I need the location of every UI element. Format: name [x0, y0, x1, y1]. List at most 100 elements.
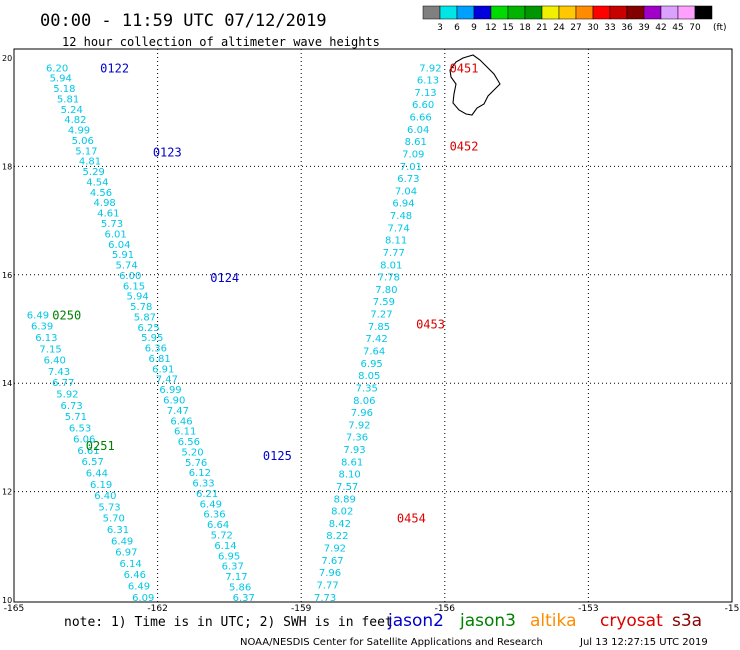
pass-number-label: 0251 — [86, 439, 115, 453]
wave-height-value: 7.80 — [375, 285, 397, 296]
wave-height-value: 7.96 — [351, 408, 373, 419]
color-scale-label: 24 — [553, 23, 565, 33]
pass-number-label: 0453 — [416, 318, 445, 332]
color-swatch — [473, 5, 492, 20]
plot-frame — [13, 48, 733, 603]
wave-height-value: 6.19 — [90, 480, 112, 491]
wave-height-value: 7.92 — [348, 420, 370, 431]
color-swatch — [524, 5, 543, 20]
wave-height-value: 7.15 — [39, 344, 61, 355]
wave-height-value: 7.59 — [373, 297, 395, 308]
wave-height-value: 6.31 — [107, 525, 129, 536]
wave-height-value: 5.74 — [115, 261, 137, 272]
wave-height-value: 5.73 — [101, 219, 123, 230]
wave-height-value: 6.13 — [35, 333, 57, 344]
color-scale-label: 12 — [485, 23, 496, 33]
wave-height-value: 5.17 — [75, 146, 97, 157]
wave-height-value: 8.61 — [341, 457, 363, 468]
color-swatch — [541, 5, 560, 20]
x-tick-label: -15 — [725, 604, 740, 614]
wave-height-value: 5.71 — [65, 412, 87, 423]
wave-height-value: 6.94 — [392, 199, 414, 210]
wave-height-value: 6.49 — [111, 536, 133, 547]
wave-height-value: 5.94 — [50, 74, 72, 85]
wave-height-value: 7.48 — [390, 211, 412, 222]
wave-height-value: 7.92 — [324, 544, 346, 555]
color-scale-label: 3 — [437, 23, 443, 33]
wave-height-value: 6.49 — [200, 499, 222, 510]
color-swatch — [507, 5, 526, 20]
wave-height-value: 5.29 — [83, 167, 105, 178]
wave-height-value: 6.33 — [192, 479, 214, 490]
color-scale-label: 42 — [655, 23, 666, 33]
wave-height-value: 6.13 — [417, 76, 439, 87]
wave-height-value: 6.25 — [137, 323, 159, 334]
wave-height-value: 6.15 — [123, 281, 145, 292]
wave-height-value: 6.57 — [82, 457, 104, 468]
color-swatch — [694, 5, 713, 20]
wave-height-value: 7.74 — [387, 223, 409, 234]
color-swatch — [643, 5, 662, 20]
wave-height-value: 7.73 — [314, 593, 336, 604]
wave-height-value: 7.17 — [225, 572, 247, 583]
wave-height-value: 8.22 — [326, 531, 348, 542]
wave-height-value: 5.73 — [98, 502, 120, 513]
wave-height-value: 5.94 — [126, 292, 148, 303]
color-scale-label: 21 — [536, 23, 547, 33]
pass-number-label: 0124 — [210, 271, 239, 285]
wave-height-value: 6.00 — [119, 271, 141, 282]
color-scale-label: 45 — [672, 23, 683, 33]
wave-height-value: 7.01 — [400, 162, 422, 173]
legend-entry: jason2 — [387, 611, 444, 631]
x-tick-label: -156 — [435, 604, 456, 614]
pass-number-label: 0122 — [100, 61, 129, 75]
timestamp-text: Jul 13 12:27:15 UTC 2019 — [579, 637, 708, 648]
wave-height-value: 5.20 — [181, 447, 203, 458]
wave-height-value: 8.11 — [385, 236, 407, 247]
wave-height-value: 6.49 — [27, 310, 49, 321]
legend-entry: altika — [530, 611, 577, 631]
wave-height-value: 5.91 — [112, 250, 134, 261]
color-scale-label: 39 — [638, 23, 650, 33]
wave-height-value: 8.10 — [338, 470, 360, 481]
wave-height-value: 6.95 — [361, 359, 383, 370]
color-scale-unit: (ft) — [713, 23, 727, 33]
wave-height-value: 7.13 — [414, 88, 436, 99]
wave-height-value: 6.44 — [86, 469, 108, 480]
wave-height-value: 6.09 — [132, 593, 154, 604]
wave-height-value: 5.95 — [141, 333, 163, 344]
wave-height-value: 6.99 — [159, 385, 181, 396]
axis-ticks: -165 -162 -159 -156 -153 -15 20 18 16 14 12 10 — [2, 54, 739, 614]
footer-note: note: 1) Time is in UTC; 2) SWH is in fe… — [64, 615, 393, 630]
y-tick-label: 10 — [2, 596, 12, 605]
wave-height-value: 5.78 — [130, 302, 152, 313]
color-swatch — [422, 5, 441, 20]
wave-height-value: 5.72 — [211, 530, 233, 541]
grid-lines — [14, 49, 732, 602]
wave-height-value: 6.60 — [412, 100, 434, 111]
pass-number-label: 0125 — [263, 449, 292, 463]
x-tick-label: -159 — [291, 604, 312, 614]
color-scale-label: 18 — [519, 23, 531, 33]
wave-height-value: 6.46 — [170, 416, 192, 427]
wave-height-value: 6.81 — [148, 354, 170, 365]
wave-height-value: 7.92 — [419, 63, 441, 74]
y-tick-label: 18 — [2, 162, 12, 171]
wave-height-value: 6.73 — [60, 401, 82, 412]
wave-height-value: 6.56 — [178, 437, 200, 448]
color-swatch — [456, 5, 475, 20]
color-scale-label: 33 — [604, 23, 615, 33]
pass-number-label: 0123 — [153, 145, 182, 159]
wave-height-value: 6.21 — [196, 489, 218, 500]
color-swatch — [626, 5, 645, 20]
wave-height-value: 7.77 — [383, 248, 405, 259]
wave-height-value: 5.24 — [61, 105, 83, 116]
wave-height-value: 6.46 — [124, 570, 146, 581]
wave-height-value: 6.36 — [145, 344, 167, 355]
credit-text: NOAA/NESDIS Center for Satellite Applica… — [240, 637, 543, 648]
color-scale-bar: 3 6 9 12 15 18 21 24 27 30 33 36 39 42 45 70 (ft) — [422, 5, 727, 33]
wave-height-value: 6.04 — [407, 125, 429, 136]
wave-height-value: 6.97 — [115, 548, 137, 559]
color-scale-label: 27 — [570, 23, 581, 33]
wave-height-value: 6.49 — [128, 581, 150, 592]
